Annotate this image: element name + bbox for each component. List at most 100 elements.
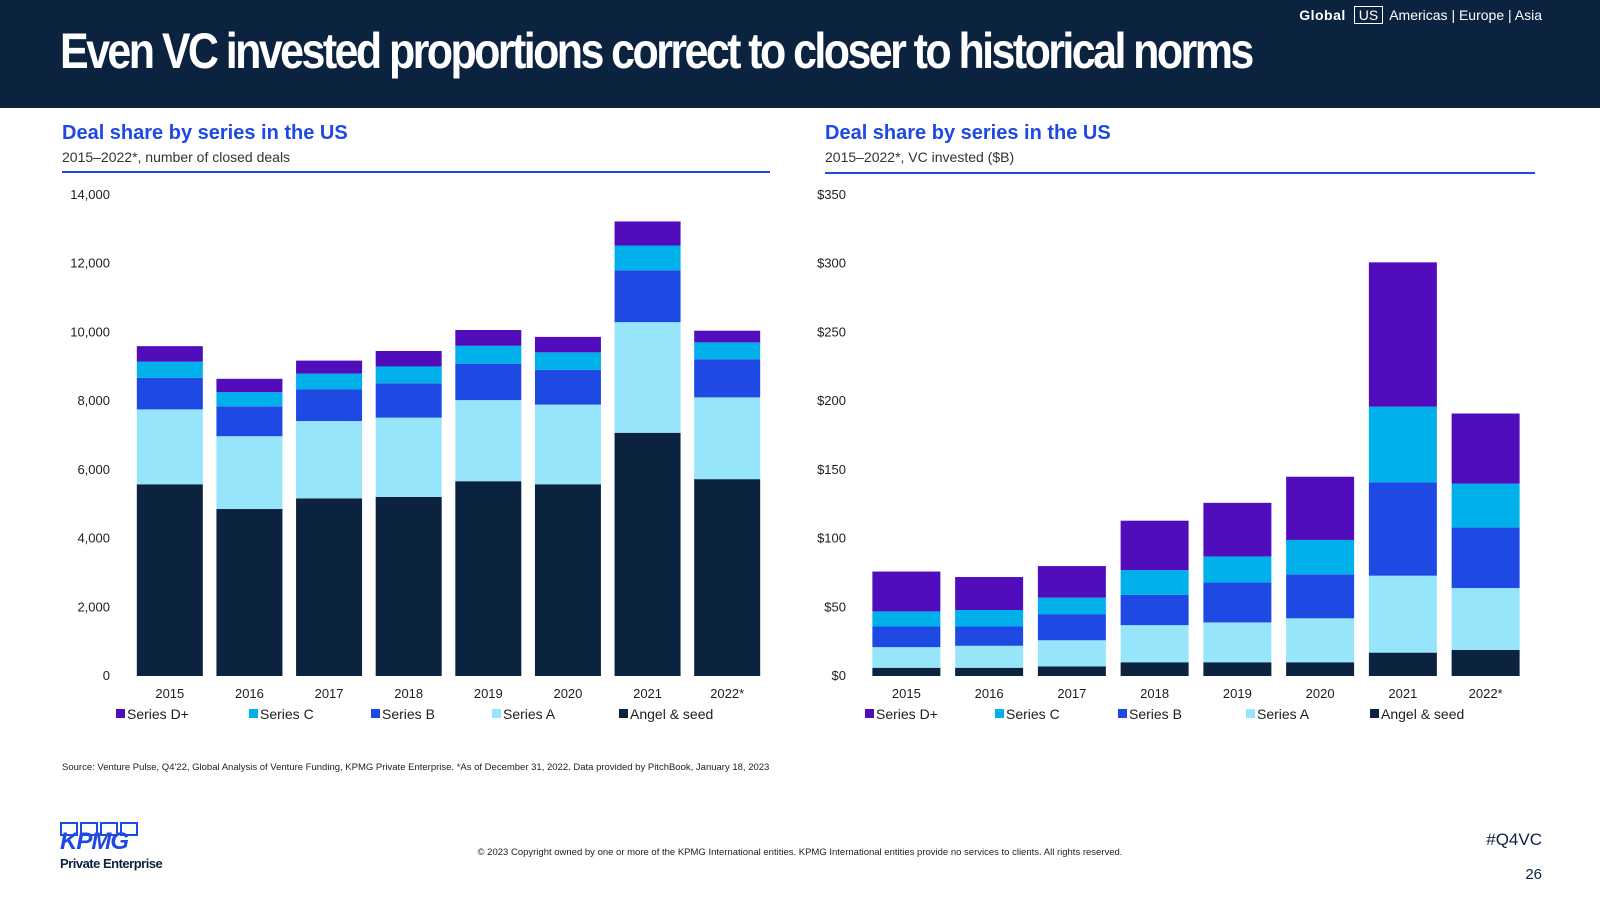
header-band [0, 0, 1600, 108]
nav-other-regions[interactable]: Americas | Europe | Asia [1389, 7, 1542, 23]
bar-segment [1120, 570, 1189, 595]
x-tick-label: 2017 [1057, 686, 1086, 701]
legend-swatch [995, 709, 1004, 718]
bar-segment [375, 383, 442, 418]
bar-segment [1037, 640, 1106, 667]
bar-segment [534, 352, 601, 370]
bar-segment [1203, 662, 1272, 676]
y-tick-label: $200 [817, 393, 846, 408]
bar-segment [136, 484, 203, 676]
right-chart-title: Deal share by series in the US [825, 122, 1111, 144]
bar-segment [534, 404, 601, 485]
bar-segment [136, 409, 203, 485]
logo-wordmark: KPMG [60, 828, 129, 855]
y-tick-label: 6,000 [77, 462, 110, 477]
bar-segment [455, 481, 522, 676]
bar-segment [872, 667, 941, 676]
legend-label: Series B [382, 706, 435, 722]
bar-segment [1368, 575, 1437, 653]
bar-segment [872, 571, 941, 612]
y-tick-label: $300 [817, 256, 846, 271]
right-chart: $0 $50 $100 $150 $200 $250 $300 $350 2015 2016 201… [817, 187, 1520, 722]
bar-segment [455, 400, 522, 482]
copyright-text: © 2023 Copyright owned by one or more of… [477, 847, 1123, 858]
bar-segment [955, 577, 1024, 611]
y-tick-label: $50 [824, 599, 846, 614]
y-tick-label: 12,000 [70, 256, 110, 271]
bar-segment [1368, 482, 1437, 576]
bar-segment [694, 479, 761, 676]
bar-segment [1037, 566, 1106, 598]
y-tick-label: 10,000 [70, 324, 110, 339]
bar-segment [296, 373, 363, 390]
legend-label: Series B [1129, 706, 1182, 722]
bar-segment [136, 377, 203, 410]
x-tick-label: 2015 [892, 686, 921, 701]
bar-segment [614, 245, 681, 271]
bar-segment [872, 647, 941, 668]
legend-label: Series C [260, 706, 314, 722]
bar-segment [1203, 556, 1272, 583]
bar-segment [1286, 476, 1355, 540]
y-tick-label: 14,000 [70, 187, 110, 202]
bar-segment [1368, 406, 1437, 483]
x-tick-label: 2021 [1388, 686, 1417, 701]
bar-segment [955, 645, 1024, 668]
x-tick-label: 2020 [1306, 686, 1335, 701]
y-tick-label: 0 [103, 668, 110, 683]
bar-segment [1120, 594, 1189, 626]
nav-global-link[interactable]: Global [1299, 7, 1346, 23]
logo-boxes-icon [60, 822, 180, 836]
page-title: Even VC invested proportions correct to … [60, 23, 1254, 79]
bar-segment [955, 626, 1024, 646]
bar-segment [1451, 483, 1520, 528]
x-tick-label: 2018 [394, 686, 423, 701]
bar-segment [216, 509, 283, 676]
bar-segment [375, 366, 442, 384]
logo-subtitle: Private Enterprise [60, 856, 163, 871]
legend-swatch [371, 709, 380, 718]
bar-segment [216, 392, 283, 407]
bar-segment [455, 330, 522, 346]
bar-segment [614, 221, 681, 246]
bar-segment [136, 346, 203, 362]
bar-segment [1037, 597, 1106, 615]
x-tick-label: 2018 [1140, 686, 1169, 701]
x-tick-label: 2021 [633, 686, 662, 701]
page-number: 26 [1525, 866, 1542, 883]
y-tick-label: $0 [832, 668, 846, 683]
legend-swatch [492, 709, 501, 718]
bar-segment [1203, 582, 1272, 623]
y-tick-label: 2,000 [77, 599, 110, 614]
bar-segment [1037, 614, 1106, 641]
left-chart: 0 2,000 4,000 6,000 8,000 10,000 12,000 14,000 2… [70, 187, 761, 722]
region-nav: Global US Americas | Europe | Asia [1299, 6, 1542, 24]
legend-label: Series A [503, 706, 556, 722]
bar-segment [534, 369, 601, 405]
legend-label: Series C [1006, 706, 1060, 722]
x-tick-label: 2016 [975, 686, 1004, 701]
bar-segment [1451, 413, 1520, 484]
y-tick-label: 8,000 [77, 393, 110, 408]
legend-swatch [1118, 709, 1127, 718]
bar-segment [375, 496, 442, 676]
bar-segment [955, 667, 1024, 676]
bar-segment [872, 626, 941, 648]
bar-segment [136, 361, 203, 378]
bar-segment [614, 270, 681, 323]
legend-swatch [249, 709, 258, 718]
bar-segment [296, 421, 363, 499]
bar-segment [296, 498, 363, 676]
bar-segment [375, 350, 442, 367]
legend-label: Angel & seed [630, 706, 713, 722]
source-note: Source: Venture Pulse, Q4'22, Global Ana… [62, 762, 770, 773]
bar-segment [1286, 574, 1355, 619]
nav-us-link[interactable]: US [1353, 6, 1384, 24]
x-tick-label: 2016 [235, 686, 264, 701]
legend-swatch [1246, 709, 1255, 718]
bar-segment [694, 342, 761, 360]
x-tick-label: 2017 [315, 686, 344, 701]
right-chart-rule [825, 172, 1535, 174]
bar-segment [1203, 622, 1272, 663]
bar-segment [296, 389, 363, 422]
